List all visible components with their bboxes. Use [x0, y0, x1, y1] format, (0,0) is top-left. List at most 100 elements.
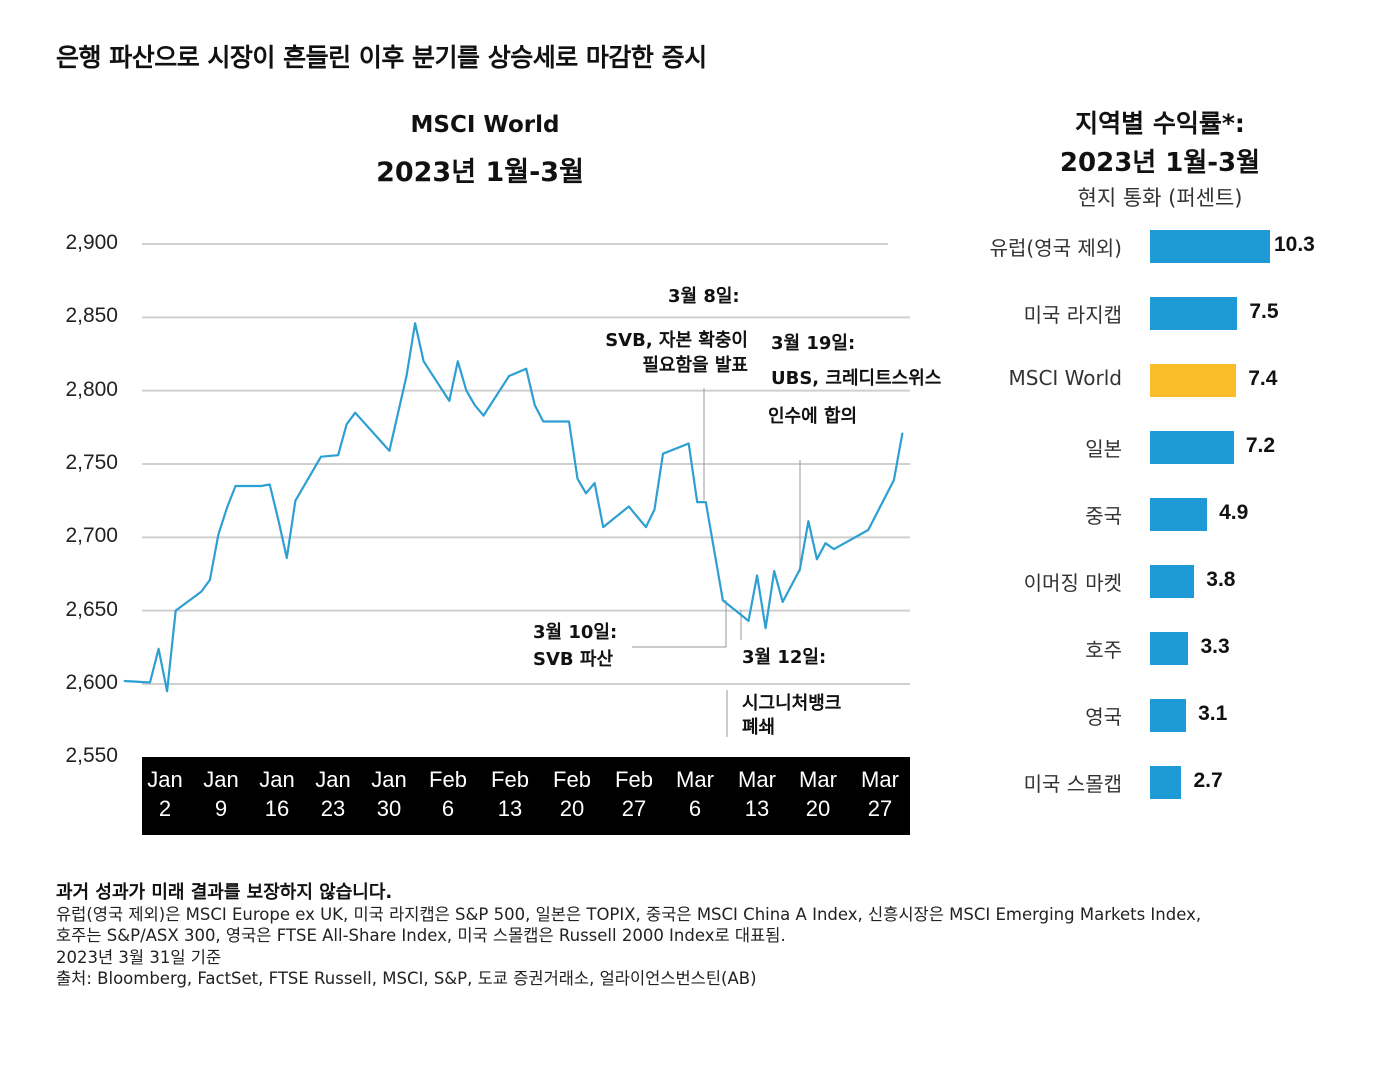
data-point	[568, 420, 570, 423]
bar	[1150, 632, 1189, 665]
annotation-line: 필요함을 발표	[642, 355, 748, 376]
data-point	[226, 507, 228, 509]
x-tick-month: Jan	[203, 767, 239, 792]
y-tick-label: 2,550	[65, 744, 118, 768]
x-tick-month: Jan	[147, 767, 183, 792]
x-tick-day: 13	[744, 796, 770, 821]
x-tick-day: 23	[320, 796, 346, 821]
data-point	[474, 404, 476, 407]
data-point	[542, 420, 545, 423]
x-tick-month: Feb	[491, 767, 529, 792]
data-point	[645, 526, 647, 528]
x-tick-label: Mar 27	[850, 765, 910, 823]
bar-category-label: 중국	[1085, 504, 1122, 528]
data-point	[354, 411, 357, 414]
annotation: 3월 10일: SVB 파산	[533, 619, 617, 673]
data-point	[217, 533, 220, 536]
data-point	[756, 574, 758, 577]
data-point	[722, 599, 724, 602]
data-point	[833, 548, 835, 550]
annotation: SVB, 자본 확충이 필요함을 발표	[605, 328, 748, 378]
bar	[1150, 230, 1270, 263]
data-point	[508, 375, 510, 377]
bar-value-label: 4.9	[1219, 501, 1249, 524]
x-tick-month: Mar	[799, 767, 837, 792]
bar-category-label: 미국 스몰캡	[1023, 772, 1122, 796]
y-tick-label: 2,600	[65, 670, 118, 694]
annotation-line: UBS, 크레디트스위스	[771, 368, 942, 389]
x-tick-label: Feb 20	[542, 765, 602, 823]
footnote-heading: 과거 성과가 미래 결과를 보장하지 않습니다.	[56, 882, 393, 903]
data-point	[525, 367, 527, 370]
data-point	[576, 477, 579, 480]
x-tick-month: Jan	[315, 767, 351, 792]
bar	[1150, 364, 1237, 397]
x-tick-month: Jan	[371, 767, 407, 792]
bar-category-label: 미국 라지캡	[1023, 303, 1122, 327]
bar	[1150, 699, 1187, 732]
x-tick-day: 13	[497, 796, 523, 821]
bar-category-label: 유럽(영국 제외)	[989, 236, 1122, 260]
bar-value-label: 3.8	[1206, 568, 1236, 591]
data-point	[422, 360, 425, 363]
bar-category-label: 일본	[1085, 437, 1122, 461]
line-chart-title: MSCI World	[410, 112, 560, 138]
bar-category-label: 이머징 마켓	[1023, 571, 1122, 595]
footnote-line: 2023년 3월 31일 기준	[56, 947, 222, 967]
data-point	[268, 483, 271, 486]
x-tick-label: Jan 23	[303, 765, 363, 823]
data-point	[123, 680, 126, 682]
x-tick-month: Feb	[615, 767, 653, 792]
x-tick-month: Feb	[429, 767, 467, 792]
footnote-line: 출처: Bloomberg, FactSet, FTSE Russell, MS…	[56, 969, 757, 988]
x-tick-label: Mar 20	[788, 765, 848, 823]
annotation: 3월 8일:	[668, 284, 740, 309]
data-point	[234, 485, 237, 487]
data-point	[593, 482, 596, 484]
bar	[1150, 431, 1234, 464]
main-title: 은행 파산으로 시장이 흔들린 이후 분기를 상승세로 마감한 증시	[56, 43, 707, 72]
x-tick-label: Feb 6	[418, 765, 478, 823]
bar-category-label: 호주	[1085, 638, 1122, 662]
data-point	[585, 492, 587, 495]
bar-value-label: 7.4	[1248, 367, 1278, 390]
data-point	[149, 681, 151, 684]
bar-chart-unit: 현지 통화 (퍼센트)	[1077, 186, 1243, 210]
annotation-line: 3월 10일:	[533, 622, 618, 643]
bar-value-label: 2.7	[1193, 769, 1223, 792]
data-point	[773, 570, 775, 572]
data-point	[662, 452, 664, 455]
annotation-line: 3월 8일:	[668, 286, 740, 307]
data-point	[653, 508, 656, 511]
bar	[1150, 565, 1195, 598]
bar-value-label: 3.3	[1200, 635, 1230, 658]
bar-category-label: MSCI World	[1008, 366, 1123, 390]
data-point	[414, 322, 416, 324]
x-tick-label: Jan 30	[359, 765, 419, 823]
data-point	[807, 520, 810, 522]
x-tick-label: Mar 6	[665, 765, 725, 823]
data-point	[209, 579, 211, 581]
bar	[1150, 766, 1182, 799]
x-tick-label: Feb 13	[480, 765, 540, 823]
data-point	[388, 449, 391, 452]
annotation: 3월 12일: 시그니처뱅크 폐쇄	[742, 646, 841, 740]
data-point	[166, 690, 168, 693]
data-point	[294, 499, 297, 502]
line-chart-subtitle: 2023년 1월-3월	[376, 157, 584, 188]
data-point	[345, 423, 348, 426]
data-point	[448, 400, 451, 402]
footnote-line: 유럽(영국 제외)은 MSCI Europe ex UK, 미국 라지캡은 S&…	[56, 904, 1202, 924]
data-point	[764, 627, 767, 630]
data-point	[824, 542, 827, 544]
data-point	[200, 590, 203, 593]
data-point	[704, 501, 707, 503]
x-tick-day: 9	[214, 796, 228, 821]
annotation-line: 3월 12일:	[742, 647, 827, 668]
data-point	[465, 389, 468, 392]
x-tick-label: Jan 16	[247, 765, 307, 823]
bar-chart-title: 지역별 수익률*:	[1075, 109, 1245, 138]
x-axis-band: Jan 2 Jan 9 Jan 16 Jan 23 Jan 30 Feb 6 Feb 13 Feb 20 Feb…	[142, 757, 910, 835]
annotation-line: SVB 파산	[533, 649, 614, 670]
